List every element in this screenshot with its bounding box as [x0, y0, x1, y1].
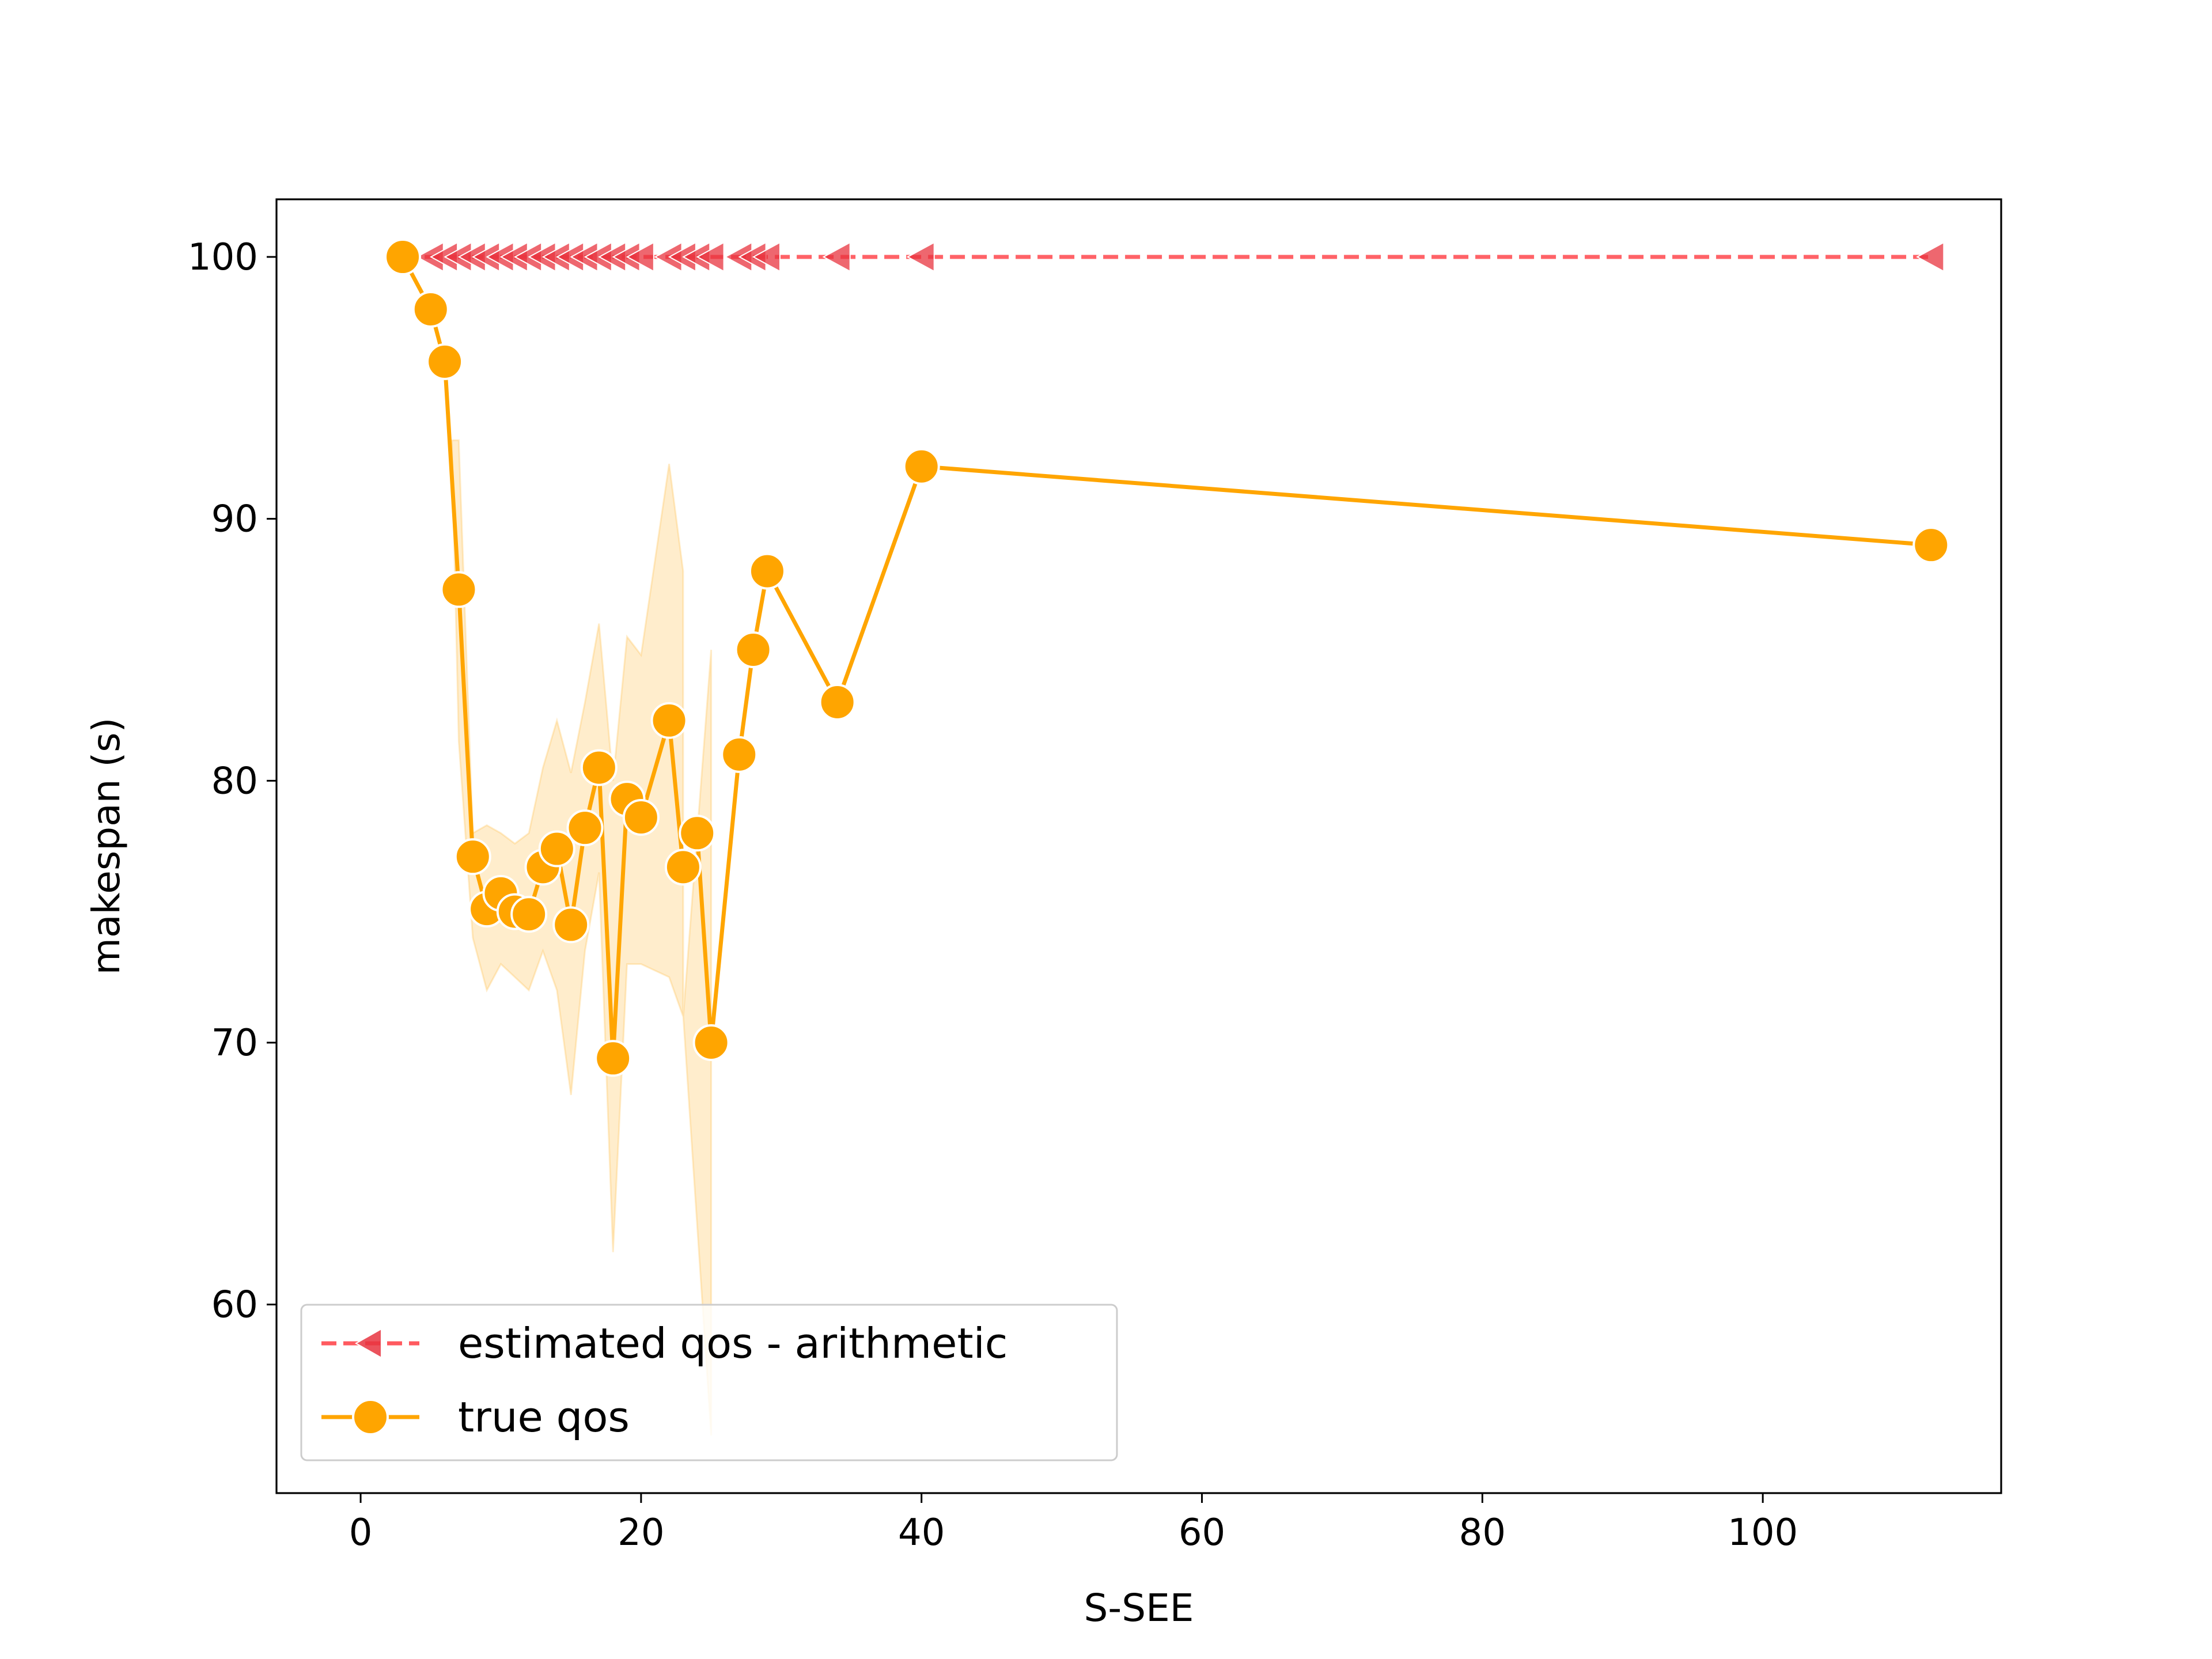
y-tick-label: 80: [211, 760, 258, 802]
data-point: [748, 552, 786, 590]
data-point: [552, 906, 590, 944]
x-tick-label: 20: [618, 1512, 664, 1554]
data-point: [822, 241, 851, 272]
y-tick-label: 90: [211, 498, 258, 541]
legend-true-qos-marker: [352, 1399, 389, 1435]
x-tick-label: 40: [898, 1512, 945, 1554]
data-point: [721, 736, 758, 773]
data-point: [906, 241, 935, 272]
legend-label-estimated-qos: estimated qos - arithmetic: [458, 1319, 1007, 1368]
data-point: [426, 343, 464, 380]
series-estimated-qos-arithmetic: [387, 241, 1945, 272]
data-point: [1912, 527, 1950, 564]
y-tick-label: 100: [188, 236, 258, 279]
data-point: [734, 631, 772, 669]
data-point: [538, 830, 575, 868]
y-axis-ticks: 60 70 80 90 100: [188, 236, 276, 1327]
legend-box: [300, 1304, 1118, 1461]
x-tick-label: 60: [1179, 1512, 1225, 1554]
y-tick-label: 60: [211, 1284, 258, 1327]
series-layer: [384, 238, 1950, 1077]
data-point: [626, 241, 654, 272]
data-point: [580, 749, 618, 786]
legend-estimated-qos-marker: [354, 1328, 382, 1359]
data-point: [454, 838, 491, 876]
data-point: [412, 290, 449, 328]
y-axis-label: makespan (s): [84, 718, 128, 975]
data-point: [752, 241, 781, 272]
data-point: [594, 1040, 632, 1077]
series-true-qos: [384, 238, 1950, 1077]
data-point: [903, 448, 940, 485]
legend: estimated qos - arithmetic true qos: [300, 1304, 1118, 1461]
data-point: [696, 241, 725, 272]
data-point: [1916, 241, 1945, 272]
x-tick-label: 80: [1459, 1512, 1506, 1554]
data-point: [622, 798, 660, 836]
y-tick-label: 70: [211, 1022, 258, 1065]
x-tick-label: 100: [1728, 1512, 1798, 1554]
x-axis-ticks: 0 20 40 60 80 100: [349, 1493, 1798, 1554]
data-point: [566, 809, 604, 847]
x-axis-label: S-SEE: [1084, 1586, 1194, 1630]
data-point: [664, 849, 702, 886]
plot-frame: [275, 198, 2002, 1494]
data-point: [510, 896, 548, 933]
x-tick-label: 0: [349, 1512, 373, 1554]
data-point: [679, 815, 716, 852]
data-point: [692, 1024, 730, 1061]
data-point: [384, 238, 422, 276]
data-point: [440, 571, 478, 608]
legend-label-true-qos: true qos: [458, 1393, 630, 1441]
data-point: [819, 683, 856, 721]
data-point: [650, 702, 688, 739]
